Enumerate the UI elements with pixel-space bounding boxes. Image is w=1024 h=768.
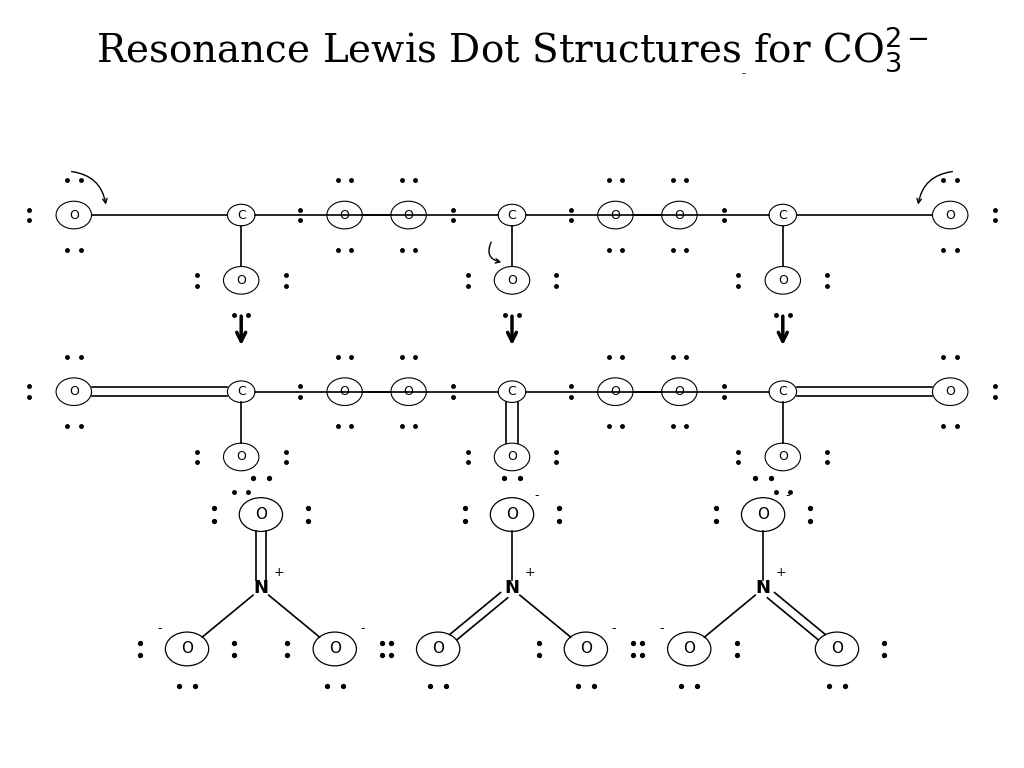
Text: O: O <box>237 451 246 463</box>
Text: O: O <box>610 209 621 221</box>
Text: C: C <box>237 209 246 221</box>
Text: C: C <box>508 209 516 221</box>
Text: C: C <box>237 386 246 398</box>
Text: -: - <box>360 622 365 634</box>
Text: O: O <box>507 274 517 286</box>
Text: O: O <box>403 386 414 398</box>
FancyArrowPatch shape <box>916 171 952 203</box>
Text: O: O <box>507 451 517 463</box>
Text: +: + <box>775 566 786 578</box>
Text: O: O <box>778 274 787 286</box>
Text: +: + <box>524 566 535 578</box>
Text: C: C <box>778 209 787 221</box>
Text: +: + <box>273 566 284 578</box>
Text: -: - <box>535 489 539 502</box>
Text: O: O <box>683 641 695 657</box>
Text: O: O <box>69 209 79 221</box>
Text: O: O <box>340 386 349 398</box>
Text: O: O <box>778 451 787 463</box>
Text: O: O <box>945 386 955 398</box>
Text: -: - <box>611 622 615 634</box>
Text: O: O <box>506 507 518 522</box>
Text: O: O <box>403 209 414 221</box>
Text: C: C <box>508 386 516 398</box>
FancyArrowPatch shape <box>488 242 500 263</box>
Text: -: - <box>785 489 790 502</box>
Text: -: - <box>741 68 745 78</box>
Text: O: O <box>945 209 955 221</box>
Text: N: N <box>253 578 268 597</box>
Text: -: - <box>659 622 664 634</box>
Text: O: O <box>675 386 684 398</box>
Text: O: O <box>329 641 341 657</box>
Text: O: O <box>181 641 194 657</box>
Text: O: O <box>255 507 267 522</box>
Text: O: O <box>757 507 769 522</box>
Text: N: N <box>505 578 519 597</box>
Text: -: - <box>158 622 162 634</box>
Text: O: O <box>580 641 592 657</box>
Text: O: O <box>69 386 79 398</box>
Text: Resonance Lewis Dot Structures for CO$_3^{2-}$: Resonance Lewis Dot Structures for CO$_3… <box>95 25 929 75</box>
Text: O: O <box>830 641 843 657</box>
Text: O: O <box>237 274 246 286</box>
Text: O: O <box>340 209 349 221</box>
Text: N: N <box>756 578 771 597</box>
Text: O: O <box>432 641 444 657</box>
Text: O: O <box>610 386 621 398</box>
Text: C: C <box>778 386 787 398</box>
FancyArrowPatch shape <box>72 171 108 203</box>
Text: O: O <box>675 209 684 221</box>
